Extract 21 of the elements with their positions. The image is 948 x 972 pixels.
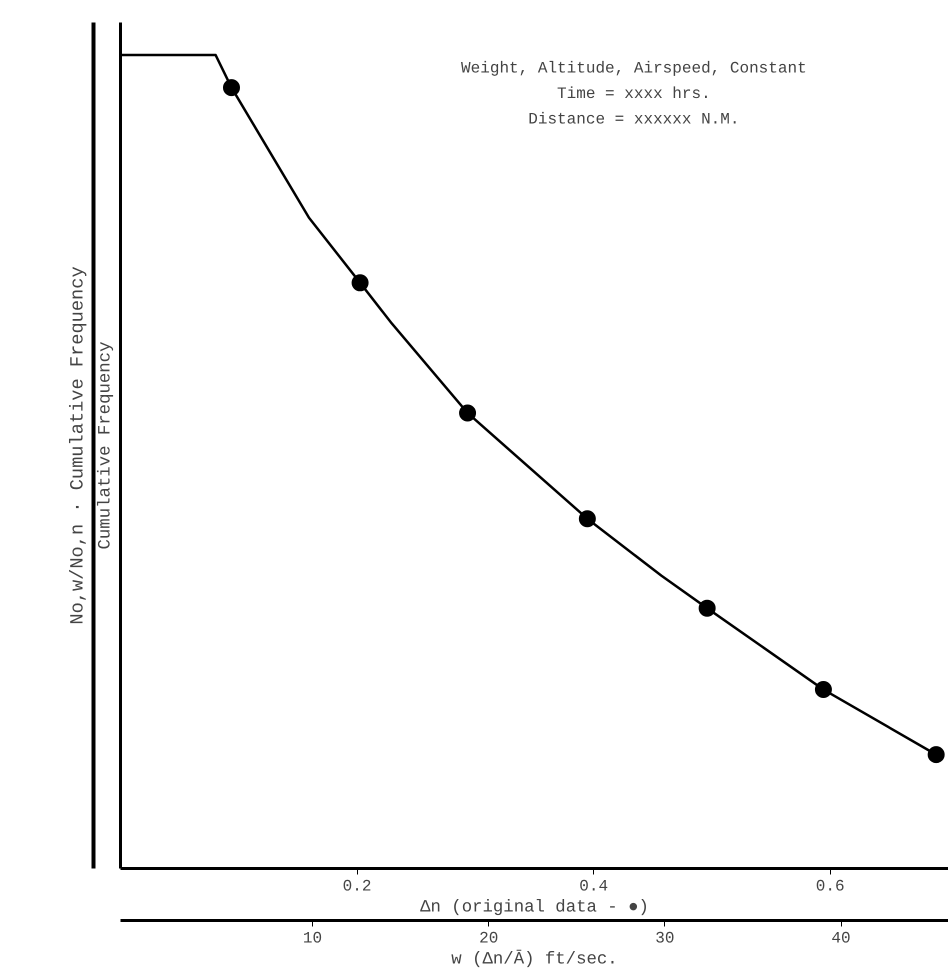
annotation: Weight, Altitude, Airspeed, Constant [461,59,807,78]
point [578,510,596,528]
x-axis-title: w (Δn/Ā) ft/sec. [451,950,618,970]
point [814,681,832,698]
x-tick-label: 40 [831,930,851,948]
x-tick-label: 20 [479,930,498,948]
point [459,404,476,422]
point [352,274,369,292]
x-tick-label: 10 [302,930,322,948]
y-axis-title: Cumulative Frequency [96,342,116,550]
x2-tick-label: 0.6 [816,878,845,896]
x2-axis-title: Δn (original data - ●) [420,898,649,918]
x2-tick-label: 0.4 [579,878,608,896]
point [928,746,945,764]
point [698,600,716,617]
text: No,w/No,n · Cumulative Frequency [66,266,88,625]
x-tick-label: 30 [655,930,674,948]
annotation: Distance = xxxxxx N.M. [528,110,740,128]
x2-tick-label: 0.2 [342,878,372,896]
point [222,79,240,96]
annotation: Time = xxxx hrs. [557,84,711,103]
